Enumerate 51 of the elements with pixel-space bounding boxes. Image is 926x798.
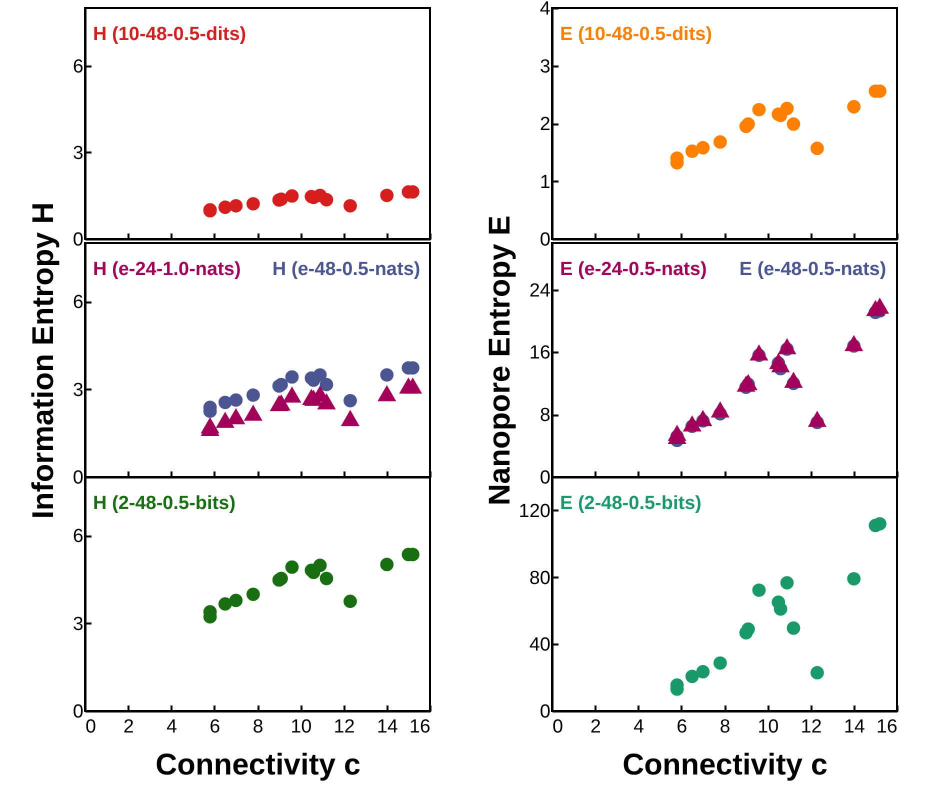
y-tick-label: 1 — [540, 172, 550, 193]
y-tick-label: 8 — [540, 405, 550, 426]
y-tick-label: 0 — [72, 230, 84, 250]
y-tick-label: 2 — [540, 114, 550, 135]
x-tick-label: 4 — [633, 716, 644, 738]
y-tick-label: 3 — [540, 56, 550, 78]
x-tick-label: 14 — [376, 716, 398, 738]
y-axis-title: Information Entropy H — [26, 202, 60, 519]
x-tick-label: 8 — [720, 716, 730, 738]
x-tick-label: 6 — [676, 716, 688, 738]
x-tick-label: 10 — [290, 716, 312, 738]
y-tick-label: 40 — [529, 634, 550, 656]
x-tick-label: 10 — [758, 716, 779, 738]
x-tick-label: 8 — [252, 716, 264, 738]
y-tick-label: 24 — [529, 280, 551, 302]
x-tick-label: 6 — [210, 716, 220, 738]
y-tick-label: 3 — [72, 380, 84, 401]
y-tick-label: 6 — [72, 56, 84, 78]
x-axis-title: Connectivity c — [155, 748, 361, 782]
y-tick-label: 3 — [72, 614, 84, 635]
x-tick-label: 12 — [334, 716, 355, 738]
y-tick-label: 0 — [540, 468, 550, 488]
y-axis-title: Nanopore Entropy E — [483, 215, 516, 506]
y-tick-label: 6 — [72, 526, 84, 547]
x-tick-label: 2 — [123, 716, 134, 738]
x-tick-label: 12 — [800, 716, 822, 738]
x-tick-label: 0 — [86, 716, 96, 738]
y-tick-label: 6 — [72, 292, 84, 313]
y-tick-label: 3 — [72, 142, 84, 164]
x-tick-label: 16 — [409, 716, 430, 738]
x-tick-label: 4 — [166, 716, 178, 738]
y-tick-label: 80 — [529, 568, 550, 589]
x-tick-label: 14 — [844, 716, 866, 738]
x-axis-title: Connectivity c — [622, 748, 828, 782]
x-tick-label: 16 — [876, 716, 898, 738]
y-tick-label: 0 — [540, 702, 550, 722]
y-tick-label: 0 — [72, 702, 84, 722]
y-tick-label: 4 — [540, 0, 551, 20]
text: H (10-48-0.5-dits) — [93, 24, 246, 45]
text: E (e-24-0.5-nats) — [560, 259, 707, 280]
text: E (2-48-0.5-bits) — [560, 493, 702, 514]
text: E (10-48-0.5-dits) — [560, 24, 712, 45]
text: H (2-48-0.5-bits) — [93, 493, 236, 514]
y-tick-label: 0 — [540, 230, 550, 250]
series-label: E (e-48-0.5-nats) — [739, 259, 886, 280]
text: H (e-24-1.0-nats) — [93, 259, 241, 280]
y-tick-label: 0 — [72, 468, 84, 488]
y-tick-label: 16 — [529, 342, 550, 364]
text: H (e-48-0.5-nats) — [272, 259, 420, 280]
x-tick-label: 2 — [590, 716, 601, 738]
y-tick-label: 120 — [518, 500, 550, 522]
